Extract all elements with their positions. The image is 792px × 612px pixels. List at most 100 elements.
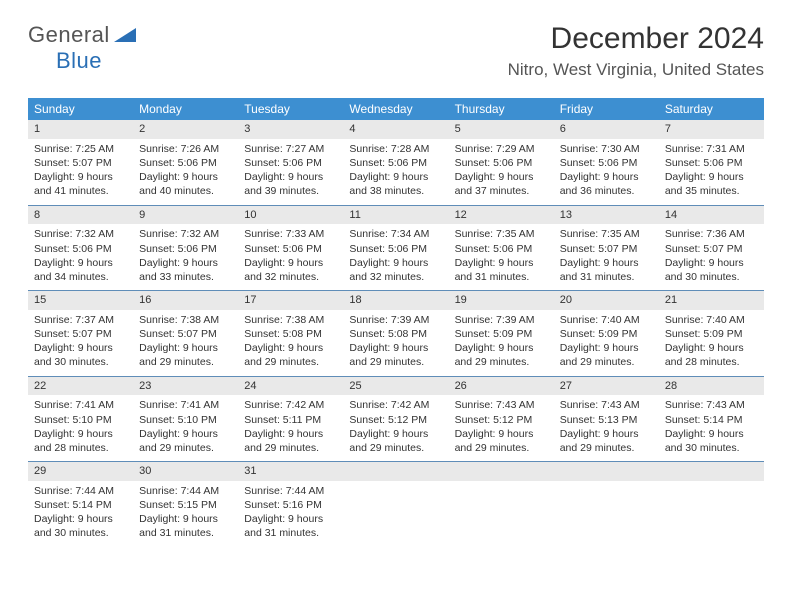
day-cell: 9Sunrise: 7:32 AMSunset: 5:06 PMDaylight…	[133, 206, 238, 291]
daylight-text: Daylight: 9 hours	[139, 341, 232, 355]
daylight-text: and 28 minutes.	[665, 355, 758, 369]
day-body: Sunrise: 7:37 AMSunset: 5:07 PMDaylight:…	[28, 310, 133, 376]
sunset-text: Sunset: 5:14 PM	[665, 413, 758, 427]
day-cell: 11Sunrise: 7:34 AMSunset: 5:06 PMDayligh…	[343, 206, 448, 291]
daylight-text: and 28 minutes.	[34, 441, 127, 455]
daylight-text: Daylight: 9 hours	[34, 256, 127, 270]
day-cell	[554, 462, 659, 547]
daylight-text: Daylight: 9 hours	[34, 170, 127, 184]
day-cell: 18Sunrise: 7:39 AMSunset: 5:08 PMDayligh…	[343, 291, 448, 376]
day-cell: 19Sunrise: 7:39 AMSunset: 5:09 PMDayligh…	[449, 291, 554, 376]
daylight-text: Daylight: 9 hours	[560, 170, 653, 184]
sunrise-text: Sunrise: 7:44 AM	[139, 484, 232, 498]
sunset-text: Sunset: 5:16 PM	[244, 498, 337, 512]
day-body: Sunrise: 7:34 AMSunset: 5:06 PMDaylight:…	[343, 224, 448, 290]
day-number: 14	[659, 206, 764, 225]
day-number: 15	[28, 291, 133, 310]
daylight-text: Daylight: 9 hours	[455, 256, 548, 270]
daylight-text: Daylight: 9 hours	[139, 512, 232, 526]
sunset-text: Sunset: 5:06 PM	[560, 156, 653, 170]
day-number: 2	[133, 120, 238, 139]
logo-text-wrap: General Blue	[28, 22, 136, 74]
week-row: 8Sunrise: 7:32 AMSunset: 5:06 PMDaylight…	[28, 206, 764, 292]
day-body: Sunrise: 7:44 AMSunset: 5:16 PMDaylight:…	[238, 481, 343, 547]
day-cell: 29Sunrise: 7:44 AMSunset: 5:14 PMDayligh…	[28, 462, 133, 547]
daylight-text: Daylight: 9 hours	[665, 170, 758, 184]
daylight-text: and 29 minutes.	[244, 355, 337, 369]
sunrise-text: Sunrise: 7:42 AM	[349, 398, 442, 412]
daylight-text: and 30 minutes.	[34, 526, 127, 540]
day-cell	[343, 462, 448, 547]
day-cell: 17Sunrise: 7:38 AMSunset: 5:08 PMDayligh…	[238, 291, 343, 376]
daylight-text: Daylight: 9 hours	[455, 170, 548, 184]
sunrise-text: Sunrise: 7:40 AM	[665, 313, 758, 327]
day-cell: 25Sunrise: 7:42 AMSunset: 5:12 PMDayligh…	[343, 377, 448, 462]
day-header-cell: Saturday	[659, 98, 764, 120]
day-body: Sunrise: 7:31 AMSunset: 5:06 PMDaylight:…	[659, 139, 764, 205]
sunrise-text: Sunrise: 7:27 AM	[244, 142, 337, 156]
sunset-text: Sunset: 5:06 PM	[349, 242, 442, 256]
day-header-cell: Wednesday	[343, 98, 448, 120]
day-cell: 4Sunrise: 7:28 AMSunset: 5:06 PMDaylight…	[343, 120, 448, 205]
daylight-text: and 29 minutes.	[139, 355, 232, 369]
daylight-text: Daylight: 9 hours	[455, 341, 548, 355]
day-body: Sunrise: 7:25 AMSunset: 5:07 PMDaylight:…	[28, 139, 133, 205]
title-block: December 2024 Nitro, West Virginia, Unit…	[508, 22, 764, 80]
day-number: 3	[238, 120, 343, 139]
sunrise-text: Sunrise: 7:42 AM	[244, 398, 337, 412]
daylight-text: Daylight: 9 hours	[665, 256, 758, 270]
day-body: Sunrise: 7:32 AMSunset: 5:06 PMDaylight:…	[133, 224, 238, 290]
daylight-text: and 29 minutes.	[560, 355, 653, 369]
daylight-text: and 32 minutes.	[349, 270, 442, 284]
weeks-container: 1Sunrise: 7:25 AMSunset: 5:07 PMDaylight…	[28, 120, 764, 547]
day-body	[554, 481, 659, 533]
daylight-text: Daylight: 9 hours	[244, 512, 337, 526]
sunrise-text: Sunrise: 7:32 AM	[34, 227, 127, 241]
daylight-text: and 29 minutes.	[455, 355, 548, 369]
day-cell: 28Sunrise: 7:43 AMSunset: 5:14 PMDayligh…	[659, 377, 764, 462]
daylight-text: and 31 minutes.	[560, 270, 653, 284]
sunset-text: Sunset: 5:07 PM	[34, 156, 127, 170]
day-number: 12	[449, 206, 554, 225]
day-body: Sunrise: 7:40 AMSunset: 5:09 PMDaylight:…	[659, 310, 764, 376]
day-number: 7	[659, 120, 764, 139]
day-body	[659, 481, 764, 533]
daylight-text: and 29 minutes.	[349, 441, 442, 455]
day-cell: 31Sunrise: 7:44 AMSunset: 5:16 PMDayligh…	[238, 462, 343, 547]
daylight-text: and 35 minutes.	[665, 184, 758, 198]
daylight-text: and 38 minutes.	[349, 184, 442, 198]
daylight-text: Daylight: 9 hours	[244, 427, 337, 441]
sunrise-text: Sunrise: 7:32 AM	[139, 227, 232, 241]
day-number: 28	[659, 377, 764, 396]
day-cell	[449, 462, 554, 547]
sunrise-text: Sunrise: 7:35 AM	[455, 227, 548, 241]
sunrise-text: Sunrise: 7:41 AM	[34, 398, 127, 412]
day-number	[449, 462, 554, 481]
logo-text-blue: Blue	[56, 48, 102, 73]
day-body	[449, 481, 554, 533]
week-row: 15Sunrise: 7:37 AMSunset: 5:07 PMDayligh…	[28, 291, 764, 377]
sunset-text: Sunset: 5:09 PM	[560, 327, 653, 341]
daylight-text: and 29 minutes.	[349, 355, 442, 369]
sunrise-text: Sunrise: 7:28 AM	[349, 142, 442, 156]
day-number: 11	[343, 206, 448, 225]
daylight-text: Daylight: 9 hours	[244, 256, 337, 270]
day-body: Sunrise: 7:35 AMSunset: 5:06 PMDaylight:…	[449, 224, 554, 290]
sunrise-text: Sunrise: 7:38 AM	[244, 313, 337, 327]
sunrise-text: Sunrise: 7:43 AM	[455, 398, 548, 412]
sunrise-text: Sunrise: 7:25 AM	[34, 142, 127, 156]
sunrise-text: Sunrise: 7:33 AM	[244, 227, 337, 241]
sunrise-text: Sunrise: 7:39 AM	[349, 313, 442, 327]
day-number: 29	[28, 462, 133, 481]
day-number: 6	[554, 120, 659, 139]
day-cell: 2Sunrise: 7:26 AMSunset: 5:06 PMDaylight…	[133, 120, 238, 205]
day-cell	[659, 462, 764, 547]
day-cell: 26Sunrise: 7:43 AMSunset: 5:12 PMDayligh…	[449, 377, 554, 462]
day-cell: 10Sunrise: 7:33 AMSunset: 5:06 PMDayligh…	[238, 206, 343, 291]
day-body: Sunrise: 7:43 AMSunset: 5:14 PMDaylight:…	[659, 395, 764, 461]
day-number	[554, 462, 659, 481]
daylight-text: and 40 minutes.	[139, 184, 232, 198]
daylight-text: Daylight: 9 hours	[139, 170, 232, 184]
sunset-text: Sunset: 5:15 PM	[139, 498, 232, 512]
sunset-text: Sunset: 5:12 PM	[455, 413, 548, 427]
